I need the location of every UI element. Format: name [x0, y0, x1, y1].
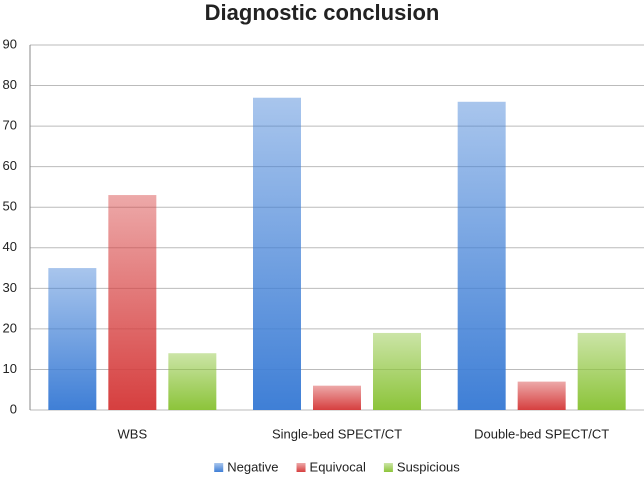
- legend-swatch: [383, 463, 393, 472]
- y-tick-label: 0: [10, 401, 17, 416]
- y-tick-label: 10: [3, 361, 17, 376]
- bar: [517, 381, 566, 410]
- legend-label: Suspicious: [397, 459, 460, 474]
- bar: [253, 97, 301, 410]
- y-tick-label: 20: [3, 320, 17, 335]
- y-tick-label: 90: [3, 36, 17, 51]
- legend-swatch: [214, 463, 224, 472]
- bar: [168, 353, 217, 410]
- x-tick-label: WBS: [118, 426, 148, 441]
- y-tick-label: 80: [3, 77, 17, 92]
- chart-title: Diagnostic conclusion: [205, 0, 440, 25]
- y-tick-label: 40: [3, 239, 17, 254]
- legend-swatch: [296, 463, 306, 472]
- legend-label: Negative: [227, 459, 278, 474]
- bar: [457, 101, 506, 411]
- x-tick-label: Single-bed SPECT/CT: [272, 426, 402, 441]
- bar: [313, 385, 361, 410]
- bar: [373, 332, 421, 410]
- y-tick-label: 60: [3, 158, 17, 173]
- bar: [48, 268, 97, 410]
- bar: [108, 195, 157, 410]
- y-tick-label: 70: [3, 118, 17, 133]
- x-tick-label: Double-bed SPECT/CT: [474, 426, 609, 441]
- bar: [577, 332, 626, 410]
- y-tick-label: 50: [3, 199, 17, 214]
- y-tick-label: 30: [3, 280, 17, 295]
- legend: Negative Equivocal Suspicious: [214, 459, 460, 474]
- legend-label: Equivocal: [310, 459, 366, 474]
